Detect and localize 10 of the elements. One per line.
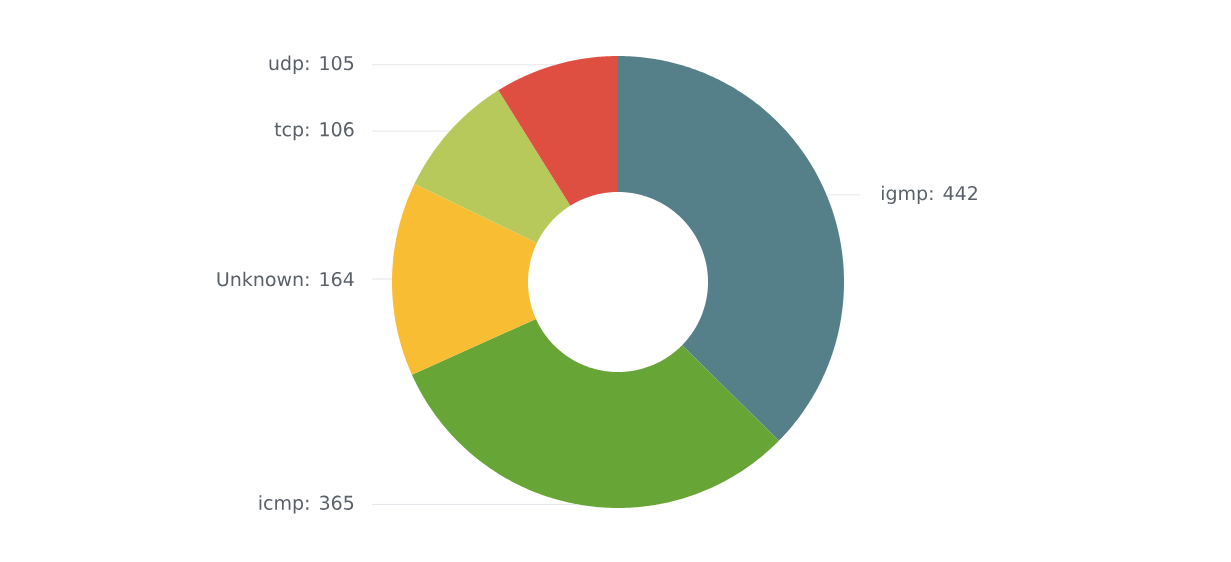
- data-label: : 105: [306, 55, 354, 71]
- slice-label: Unknown: [217, 271, 303, 287]
- data-label: : 106: [306, 122, 354, 137]
- data-label: : 442: [930, 185, 977, 201]
- slice-label: tcp: [274, 122, 304, 141]
- slice-label: udp: [269, 55, 304, 74]
- slice-label: icmp: [259, 495, 304, 514]
- data-label: : 164: [306, 271, 354, 287]
- slice-label: igmp: [882, 185, 928, 205]
- data-label: : 365: [306, 495, 354, 510]
